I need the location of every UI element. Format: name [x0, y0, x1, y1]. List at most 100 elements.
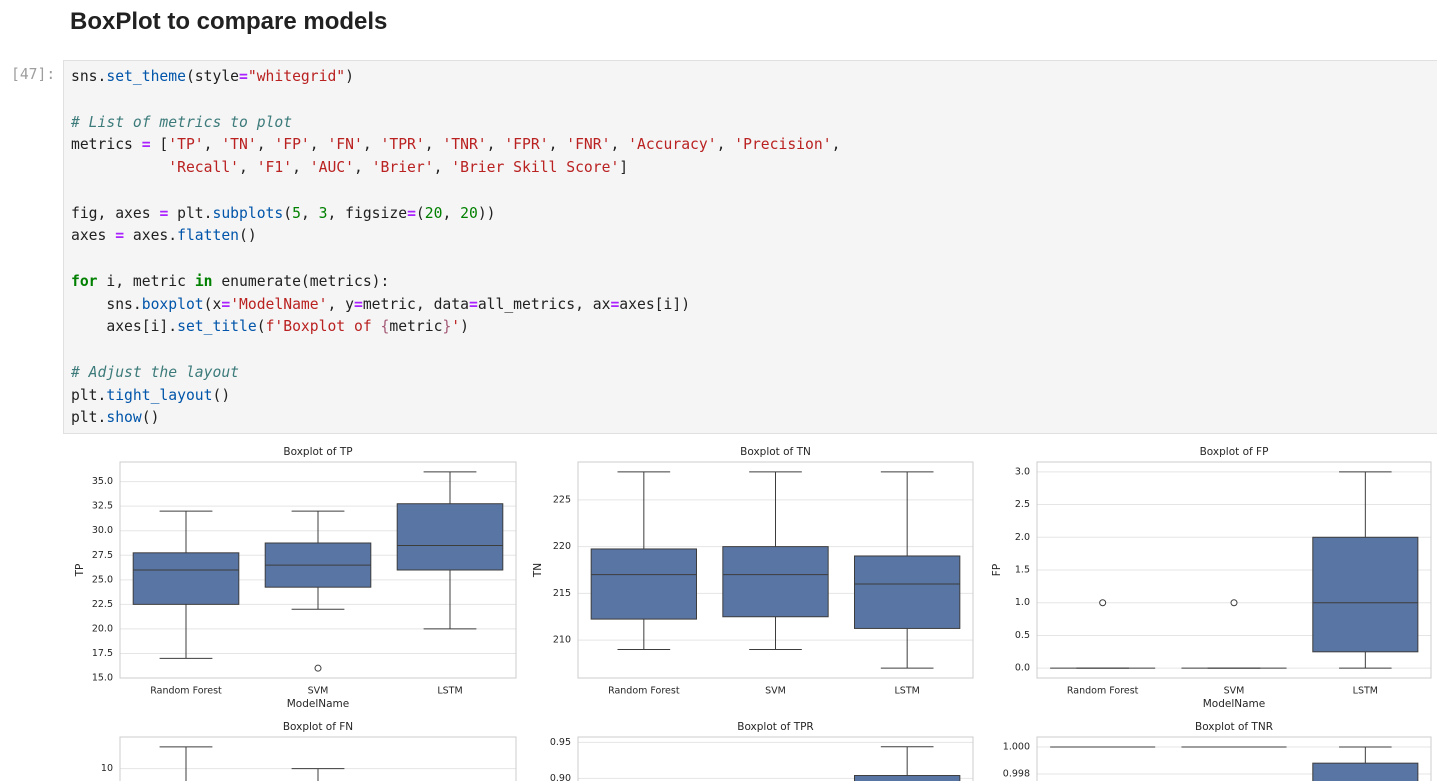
code-token: 'Brier'	[371, 159, 434, 176]
y-tick-label: 27.5	[92, 550, 113, 561]
y-tick-label: 215	[553, 588, 571, 599]
code-token: , figsize	[327, 204, 408, 222]
chart-title: Boxplot of TN	[740, 446, 811, 458]
code-line: 'Recall', 'F1', 'AUC', 'Brier', 'Brier S…	[71, 157, 840, 180]
code-token: 20	[460, 204, 478, 222]
y-tick-label: 32.5	[92, 501, 113, 512]
box	[854, 775, 961, 781]
code-token: ,	[292, 159, 310, 176]
code-token: ))	[477, 204, 496, 222]
code-token: in	[194, 272, 213, 290]
plot-frame	[119, 461, 517, 679]
code-token: i, metric	[97, 272, 195, 290]
code-token: sns.	[71, 68, 107, 85]
code-token: (style	[185, 68, 240, 85]
code-token: 'FP'	[274, 136, 310, 154]
box	[132, 552, 240, 605]
code-token: ,	[239, 159, 257, 176]
y-tick-label: 25.0	[92, 574, 113, 585]
code-token: 'TNR'	[442, 136, 487, 154]
code: sns.set_theme(style="whitegrid") # List o…	[71, 66, 840, 430]
code-token: # Adjust the layout	[71, 363, 240, 381]
code-token: sns.	[71, 295, 142, 313]
code-token: 5	[292, 204, 301, 222]
plot-frame	[577, 461, 974, 679]
outlier	[1230, 599, 1238, 607]
code-token: axes	[71, 227, 116, 245]
y-tick-label: 220	[553, 541, 571, 552]
code-token: ,	[433, 159, 452, 176]
x-tick-label: SVM	[308, 686, 329, 697]
y-axis-label: TN	[532, 563, 544, 578]
code-token: =	[115, 227, 125, 245]
code-token: 'TPR'	[380, 136, 425, 154]
y-tick-label: 15.0	[92, 673, 113, 684]
x-tick-label: LSTM	[895, 686, 920, 697]
outlier	[314, 664, 322, 672]
code-token: set_title	[177, 318, 257, 336]
x-tick-label: Random Forest	[608, 686, 680, 697]
code-line: sns.boxplot(x='ModelName', y=metric, dat…	[71, 294, 840, 317]
code-line: axes[i].set_title(f'Boxplot of {metric}'…	[71, 316, 840, 339]
y-tick-label: 0.0	[1015, 663, 1030, 674]
code-token: =	[159, 204, 169, 222]
code-line: # List of metrics to plot	[71, 112, 840, 135]
chart-title: Boxplot of TPR	[737, 721, 813, 733]
box	[1312, 762, 1419, 781]
code-token: flatten	[177, 227, 240, 245]
box	[590, 548, 698, 620]
code-cell[interactable]: sns.set_theme(style="whitegrid") # List o…	[63, 60, 1437, 434]
y-tick-label: 0.90	[550, 773, 571, 781]
code-token: ()	[239, 227, 257, 245]
code-token: 'Precision'	[734, 136, 832, 154]
y-tick-label: 30.0	[92, 525, 113, 536]
code-token: ,	[300, 204, 319, 222]
y-tick-label: 17.5	[92, 648, 113, 659]
code-token: 'Brier Skill Score'	[451, 159, 620, 176]
x-tick-label: SVM	[765, 686, 786, 697]
code-token: ,	[424, 136, 443, 154]
x-tick-label: LSTM	[1353, 686, 1378, 697]
code-token: fig, axes	[71, 204, 160, 222]
code-token: 'AUC'	[309, 159, 354, 176]
chart-title: Boxplot of TP	[283, 446, 352, 458]
code-token: ,	[256, 136, 275, 154]
cell-prompt: [47]:	[11, 66, 56, 83]
y-tick-label: 0.998	[1003, 768, 1030, 779]
code-token: axes[i])	[619, 295, 691, 313]
code-token: for	[71, 272, 98, 290]
code-line: axes = axes.flatten()	[71, 225, 840, 248]
y-tick-label: 3.0	[1015, 466, 1030, 477]
chart-title: Boxplot of FN	[283, 721, 353, 733]
code-token: (	[256, 318, 266, 336]
code-token: =	[221, 295, 231, 313]
y-axis-label: TP	[74, 564, 86, 578]
code-token: metrics	[71, 136, 142, 154]
x-tick-label: SVM	[1224, 686, 1245, 697]
y-tick-label: 0.5	[1015, 630, 1030, 641]
code-token: 'FN'	[327, 136, 363, 154]
code-token: ,	[486, 136, 505, 154]
heading: BoxPlot to compare models	[70, 8, 388, 35]
code-token: enumerate(metrics):	[212, 272, 390, 290]
code-line: metrics = ['TP', 'TN', 'FP', 'FN', 'TPR'…	[71, 134, 840, 157]
y-tick-label: 210	[553, 635, 571, 646]
code-token: {	[380, 318, 390, 336]
code-token: (	[283, 204, 293, 222]
code-token: plt.	[71, 409, 107, 427]
code-token: ,	[610, 136, 629, 154]
y-tick-label: 225	[553, 494, 571, 505]
code-token: [	[150, 136, 169, 154]
code-line: sns.set_theme(style="whitegrid")	[71, 66, 840, 89]
y-tick-label: 20.0	[92, 623, 113, 634]
code-token: ()	[141, 409, 160, 427]
code-token: tight_layout	[106, 386, 213, 404]
x-tick-label: Random Forest	[150, 686, 222, 697]
y-axis-label: FP	[991, 564, 1003, 576]
code-token: ,	[354, 159, 372, 176]
code-token: subplots	[212, 204, 284, 222]
code-token: 20	[424, 204, 443, 222]
plot-area	[577, 736, 974, 781]
code-token: ,	[831, 136, 841, 154]
